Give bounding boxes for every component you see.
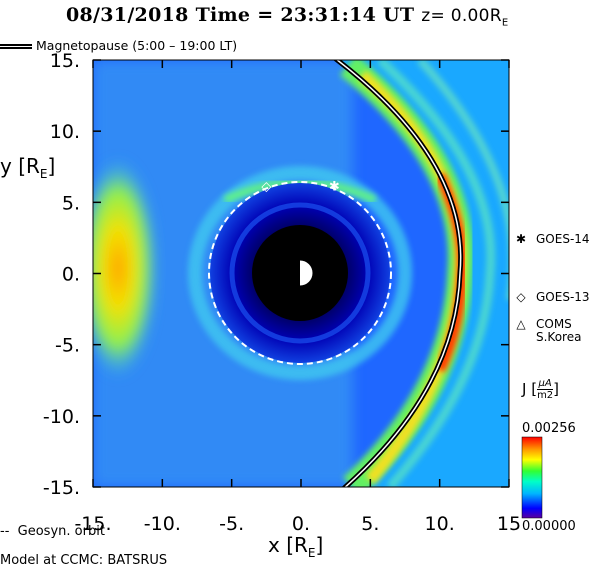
x-tick-labels: -15. -10. -5. 0. 5. 10. 15 (74, 513, 521, 535)
satellite-marker-0: ✱ (329, 179, 340, 194)
magnetopause-legend: Magnetopause (5:00 – 19:00 LT) (0, 38, 237, 53)
goes14-label: GOES-14 (536, 232, 590, 246)
coms-symbol-icon: △ (516, 317, 526, 331)
y-tick-label: -15. (43, 477, 80, 499)
nightside-current-region (93, 158, 158, 378)
title-z: z= 0.00RE (421, 6, 509, 29)
x-tick-label: -10. (144, 513, 181, 535)
goes13-symbol-icon: ◇ (516, 290, 526, 304)
geosynchronous-orbit (208, 181, 392, 365)
heatmap-field: ✱◇ (93, 60, 509, 487)
y-axis-label: y [RE] (0, 154, 56, 181)
model-credit: Model at CCMC: BATSRUS (0, 553, 168, 568)
magnetopause-legend-label: Magnetopause (5:00 – 19:00 LT) (36, 38, 238, 53)
ring-current-outer-glow (188, 166, 412, 380)
y-tick-labels: 15. 10. 5. 0. -5. -10. -15. (43, 50, 80, 499)
coms-legend: △ COMS S.Korea (514, 318, 581, 344)
y-tick-label: -5. (55, 335, 80, 357)
goes13-legend: ◇ GOES-13 (514, 290, 590, 304)
earth-night-side (287, 260, 300, 286)
x-tick-label: -15. (74, 513, 111, 535)
x-tick-label: 10. (425, 513, 455, 535)
x-tick-label: 15 (497, 513, 521, 535)
geosyn-legend: -- Geosyn. orbit (0, 524, 105, 539)
colorbar (521, 436, 543, 519)
satellite-markers: ✱◇ (261, 179, 339, 194)
coms-label: COMS S.Korea (536, 317, 582, 344)
geosyn-legend-label: Geosyn. orbit (17, 524, 105, 539)
y-tick-label: -10. (43, 406, 80, 428)
goes14-legend: ✱ GOES-14 (514, 232, 590, 246)
ring-current-green-arc (223, 178, 377, 204)
y-tick-label: 0. (62, 264, 80, 286)
page-title: 08/31/2018 Time = 23:31:14 UT z= 0.00RE (66, 4, 509, 28)
x-tick-label: 5. (361, 513, 379, 535)
x-axis-label: x [RE] (268, 533, 324, 560)
satellite-marker-1: ◇ (261, 179, 271, 194)
colorbar-unit-den: m2 (537, 390, 554, 401)
x-tick-label: 0. (292, 513, 310, 535)
magnetopause-swatch (0, 44, 32, 49)
axis-ticks (92, 59, 510, 488)
goes13-label: GOES-13 (536, 290, 590, 304)
magnetopause-line-inner (335, 60, 462, 487)
y-tick-label: 5. (62, 192, 80, 214)
colorbar-min: 0.00000 (522, 519, 576, 534)
x-tick-label: -5. (219, 513, 244, 535)
title-time: Time = 23:31:14 UT (195, 4, 415, 26)
y-tick-label: 10. (50, 121, 80, 143)
inner-ring-structure (229, 202, 371, 344)
magnetosheath-outer-band (376, 60, 496, 487)
magnetosheath-outer-band-2 (417, 60, 509, 300)
goes14-symbol-icon: ✱ (515, 232, 527, 246)
title-date: 08/31/2018 (66, 4, 189, 26)
colorbar-max: 0.00256 (522, 421, 576, 436)
y-tick-label: 15. (50, 50, 80, 72)
colorbar-unit-num: µA (537, 378, 554, 390)
colorbar-label: J [µA m2] (522, 378, 560, 401)
